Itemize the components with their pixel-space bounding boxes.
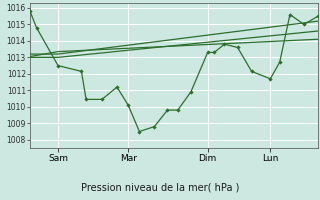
- Text: Pression niveau de la mer( hPa ): Pression niveau de la mer( hPa ): [81, 182, 239, 192]
